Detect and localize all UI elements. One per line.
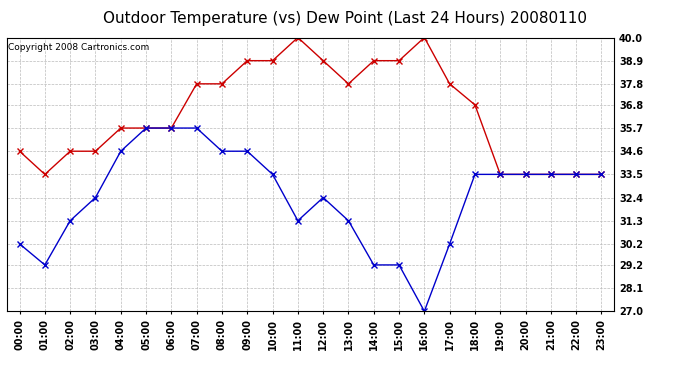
Text: Copyright 2008 Cartronics.com: Copyright 2008 Cartronics.com <box>8 43 149 52</box>
Text: Outdoor Temperature (vs) Dew Point (Last 24 Hours) 20080110: Outdoor Temperature (vs) Dew Point (Last… <box>103 11 587 26</box>
